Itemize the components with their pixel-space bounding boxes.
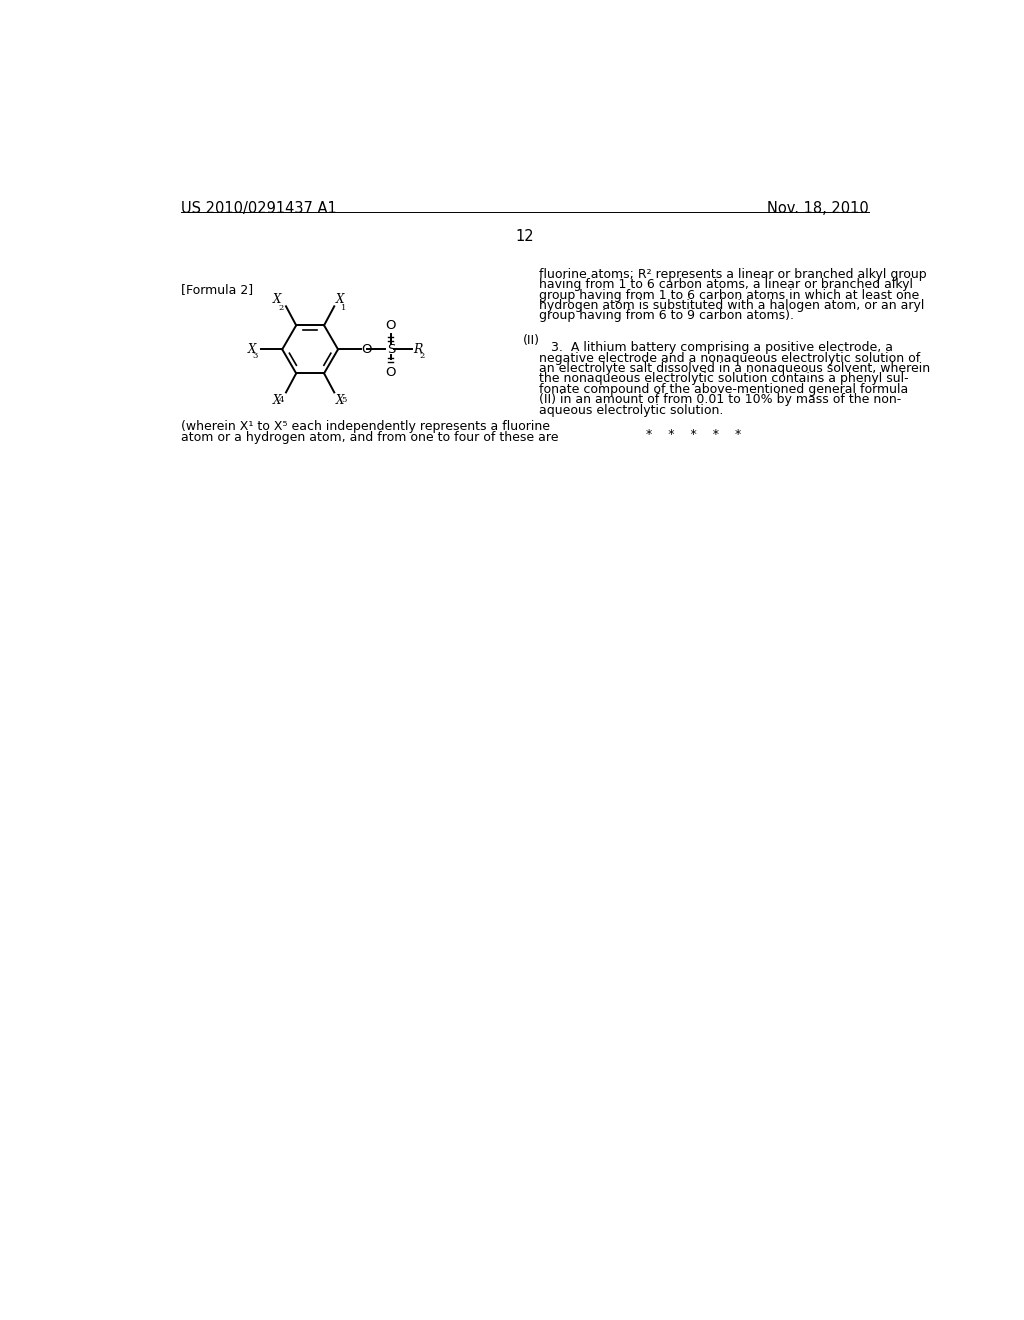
Text: the nonaqueous electrolytic solution contains a phenyl sul-: the nonaqueous electrolytic solution con… [539,372,908,385]
Text: atom or a hydrogen atom, and from one to four of these are: atom or a hydrogen atom, and from one to… [180,430,558,444]
Text: fluorine atoms; R² represents a linear or branched alkyl group: fluorine atoms; R² represents a linear o… [539,268,927,281]
Text: 12: 12 [515,230,535,244]
Text: 2: 2 [279,304,284,312]
Text: (wherein X¹ to X⁵ each independently represents a fluorine: (wherein X¹ to X⁵ each independently rep… [180,420,550,433]
Text: $X$: $X$ [272,393,284,407]
Text: 1: 1 [341,304,346,312]
Text: O: O [385,367,396,379]
Text: *    *    *    *    *: * * * * * [646,428,741,441]
Text: S: S [388,343,396,356]
Text: hydrogen atom is substituted with a halogen atom, or an aryl: hydrogen atom is substituted with a halo… [539,298,924,312]
Text: (II): (II) [523,334,541,347]
Text: $X$: $X$ [272,292,284,305]
Text: (II) in an amount of from 0.01 to 10% by mass of the non-: (II) in an amount of from 0.01 to 10% by… [539,393,901,407]
Text: having from 1 to 6 carbon atoms, a linear or branched alkyl: having from 1 to 6 carbon atoms, a linea… [539,279,912,292]
Text: an electrolyte salt dissolved in a nonaqueous solvent, wherein: an electrolyte salt dissolved in a nonaq… [539,362,930,375]
Text: O: O [361,343,372,356]
Text: $R$: $R$ [414,342,424,356]
Text: [Formula 2]: [Formula 2] [180,284,253,296]
Text: $X$: $X$ [335,393,346,407]
Text: 5: 5 [341,396,346,404]
Text: group having from 6 to 9 carbon atoms).: group having from 6 to 9 carbon atoms). [539,309,794,322]
Text: O: O [385,319,396,333]
Text: aqueous electrolytic solution.: aqueous electrolytic solution. [539,404,723,417]
Text: negative electrode and a nonaqueous electrolytic solution of: negative electrode and a nonaqueous elec… [539,351,920,364]
Text: group having from 1 to 6 carbon atoms in which at least one: group having from 1 to 6 carbon atoms in… [539,289,919,301]
Text: 3: 3 [253,352,258,360]
Text: 4: 4 [279,396,284,404]
Text: fonate compound of the above-mentioned general formula: fonate compound of the above-mentioned g… [539,383,908,396]
Text: $X$: $X$ [335,292,346,305]
Text: $X$: $X$ [247,342,258,356]
Text: Nov. 18, 2010: Nov. 18, 2010 [767,201,869,215]
Text: 3.  A lithium battery comprising a positive electrode, a: 3. A lithium battery comprising a positi… [539,342,893,354]
Text: 2: 2 [420,351,425,359]
Text: US 2010/0291437 A1: US 2010/0291437 A1 [180,201,337,215]
